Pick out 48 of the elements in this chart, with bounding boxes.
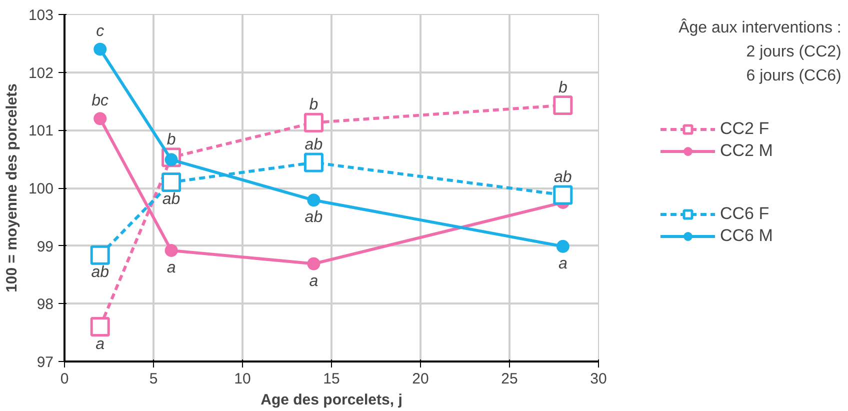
annotation: bc: [92, 92, 109, 110]
annotation: ab: [304, 136, 323, 154]
annotation: b: [309, 96, 318, 114]
x-tick-label: 15: [323, 370, 340, 388]
x-axis-title: Age des porcelets, j: [260, 392, 402, 408]
point: [94, 42, 107, 56]
y-tick-label: 97: [36, 354, 54, 371]
annotation: b: [558, 79, 568, 96]
point: [553, 185, 573, 205]
legend-title: Âge aux interventions : 2 jours (CC2) 6 jours (CC6): [678, 18, 842, 85]
annotation: ab: [554, 168, 572, 186]
legend-label: CC6 M: [720, 226, 773, 246]
legend-label: CC2 M: [720, 141, 773, 161]
y-tick-label: 100: [28, 180, 54, 198]
annotation: ab: [91, 264, 110, 282]
x-tick-label: 10: [234, 370, 251, 388]
y-tick-label: 103: [28, 7, 54, 24]
annotation: a: [96, 336, 105, 353]
point: [307, 194, 320, 207]
annotation: b: [166, 131, 176, 148]
x-tick-label: 5: [149, 370, 158, 388]
point: [304, 152, 324, 172]
point: [164, 244, 178, 257]
legend-label: CC2 F: [720, 119, 770, 139]
x-tick-label: 20: [412, 370, 429, 388]
annotation: a: [558, 255, 568, 272]
point: [90, 245, 110, 265]
annotation: c: [96, 23, 104, 40]
y-tick-label: 98: [36, 296, 54, 314]
annotation: ab: [304, 209, 323, 226]
annotation: ab: [162, 191, 180, 208]
point: [162, 172, 182, 192]
point: [307, 257, 320, 270]
point: [304, 112, 324, 132]
point: [556, 240, 570, 253]
point: [94, 112, 107, 126]
legend-label: CC6 F: [720, 204, 770, 224]
x-tick-label: 0: [60, 370, 69, 388]
point: [553, 96, 573, 116]
annotation: a: [309, 272, 318, 290]
x-tick-label: 30: [590, 370, 607, 388]
point: [90, 317, 110, 337]
y-axis-title: 100 = moyenne des porcelets: [3, 84, 20, 292]
y-tick-label: 101: [28, 122, 54, 140]
y-tick-label: 102: [28, 64, 54, 82]
x-tick-label: 25: [501, 370, 518, 388]
y-tick-label: 99: [36, 238, 54, 256]
annotation: a: [166, 259, 176, 276]
